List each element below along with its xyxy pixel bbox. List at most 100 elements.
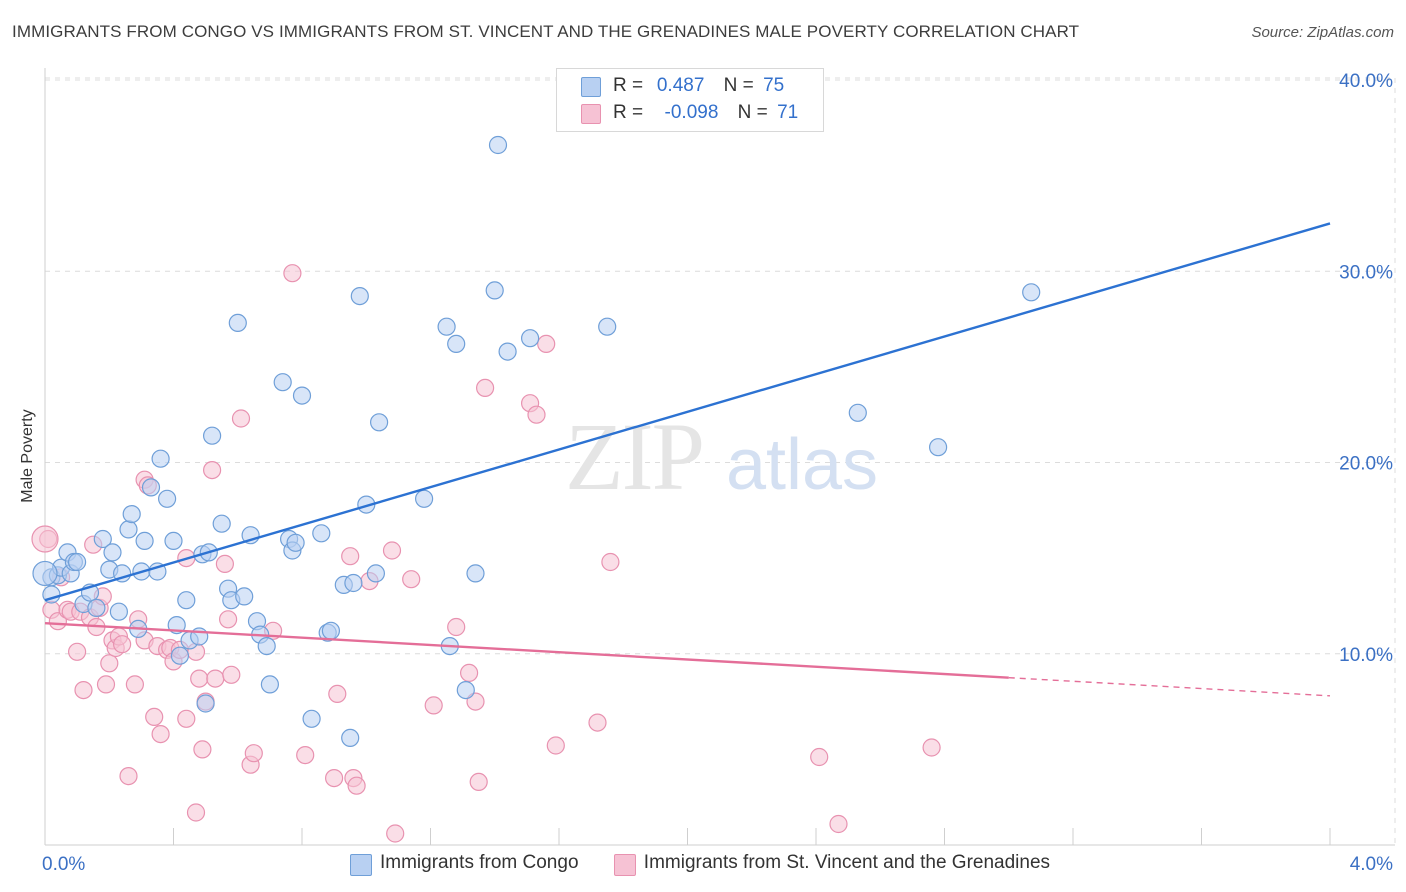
st-vincent-point: [203, 461, 222, 480]
congo-point: [196, 694, 215, 713]
congo-point: [273, 373, 292, 392]
st-vincent-point: [382, 541, 402, 560]
congo-point: [260, 675, 279, 694]
st-vincent-point: [100, 654, 119, 673]
legend-item-congo: Immigrants from Congo: [350, 852, 579, 876]
series-legend: Immigrants from Congo Immigrants from St…: [350, 852, 1080, 878]
legend-swatch-congo: [350, 854, 372, 876]
congo-point: [485, 281, 504, 300]
congo-point: [257, 636, 276, 656]
congo-point: [228, 313, 247, 332]
st-vincent-point: [829, 814, 848, 834]
st-vincent-point: [601, 552, 620, 572]
congo-point: [235, 587, 254, 606]
congo-point: [135, 531, 154, 551]
st-vincent-point: [325, 768, 344, 788]
st-vincent-point: [119, 766, 138, 786]
congo-point: [151, 449, 170, 468]
st-vincent-point: [341, 547, 360, 566]
congo-point: [177, 591, 196, 610]
series-st-vincent-points: [31, 264, 941, 843]
congo-trend-line: [44, 222, 1331, 602]
st-vincent-point: [219, 610, 238, 629]
st-vincent-point: [347, 776, 366, 795]
legend-label-congo: Immigrants from Congo: [380, 852, 579, 873]
legend-n-label: N =: [737, 102, 768, 123]
legend-r-label: R =: [613, 75, 644, 96]
congo-point: [32, 560, 58, 587]
st-vincent-point: [190, 669, 209, 688]
legend-n-value: 75: [763, 75, 785, 96]
chart-title: IMMIGRANTS FROM CONGO VS IMMIGRANTS FROM…: [12, 22, 1080, 41]
legend-swatch-st-vincent: [613, 854, 636, 876]
legend-text-st-vincent: R = -0.098 N = 71: [613, 102, 798, 124]
st-vincent-point: [588, 713, 607, 732]
congo-point: [203, 426, 222, 445]
st-vincent-point: [922, 738, 941, 757]
congo-point: [212, 514, 231, 533]
st-vincent-point: [74, 680, 93, 700]
congo-point: [93, 529, 112, 549]
congo-point: [302, 709, 321, 728]
st-vincent-point: [402, 570, 421, 589]
congo-point: [122, 504, 141, 524]
st-vincent-point: [328, 684, 347, 704]
congo-point: [170, 646, 189, 665]
st-vincent-point: [447, 617, 466, 637]
st-vincent-point: [460, 663, 479, 683]
st-vincent-point: [215, 554, 234, 574]
st-vincent-trend-line: [44, 621, 1009, 679]
congo-point: [321, 621, 340, 640]
st-vincent-point: [244, 744, 263, 763]
series-congo-points: [32, 135, 1041, 748]
st-vincent-point: [31, 525, 59, 553]
congo-point: [344, 573, 363, 593]
st-vincent-point: [151, 724, 170, 744]
gridlines: [45, 77, 1396, 845]
st-vincent-point: [67, 642, 87, 661]
congo-point: [488, 135, 508, 155]
chart-source: Source: ZipAtlas.com: [1251, 24, 1394, 41]
legend-r-label: R =: [613, 102, 644, 123]
y-tick-label: 30.0%: [1339, 262, 1393, 283]
congo-point: [141, 478, 161, 497]
st-vincent-point: [546, 736, 565, 755]
st-vincent-point: [112, 635, 132, 654]
st-vincent-point: [222, 665, 241, 684]
legend-label-st-vincent: Immigrants from St. Vincent and the Gren…: [643, 852, 1051, 873]
congo-point: [109, 602, 129, 621]
trend-lines: [44, 222, 1331, 697]
legend-text-congo: R = 0.487 N = 75: [613, 75, 784, 97]
congo-point: [456, 680, 475, 700]
st-vincent-point: [469, 772, 488, 792]
x-tick-label-min: 0.0%: [42, 854, 85, 875]
st-vincent-point: [810, 747, 829, 767]
y-tick-label: 10.0%: [1339, 645, 1393, 666]
congo-point: [119, 520, 138, 539]
congo-point: [286, 533, 305, 552]
congo-point: [437, 317, 456, 336]
congo-point: [341, 728, 360, 748]
st-vincent-point: [177, 709, 196, 728]
watermark-atlas: atlas: [726, 425, 878, 505]
legend-swatch-congo: [581, 77, 601, 97]
legend-swatch-st-vincent: [581, 104, 601, 124]
axes: [44, 68, 1395, 846]
congo-point: [520, 329, 540, 348]
tick-labels: 10.0% 20.0% 30.0% 40.0% 0.0% 4.0%: [42, 71, 1393, 875]
watermark-zip: ZIP: [565, 403, 703, 510]
congo-point: [848, 403, 867, 422]
st-vincent-point: [145, 707, 164, 727]
congo-point: [447, 334, 466, 353]
legend-n-value: 71: [777, 102, 799, 123]
st-vincent-point: [125, 675, 144, 694]
st-vincent-point: [296, 745, 315, 765]
correlation-legend: R = 0.487 N = 75 R = -0.098 N = 71: [556, 68, 824, 132]
st-vincent-point: [476, 378, 495, 397]
legend-r-value: -0.098: [664, 102, 719, 123]
legend-r-value: 0.487: [656, 75, 705, 96]
congo-point: [158, 489, 177, 508]
congo-point: [292, 386, 312, 405]
congo-point: [370, 413, 389, 432]
